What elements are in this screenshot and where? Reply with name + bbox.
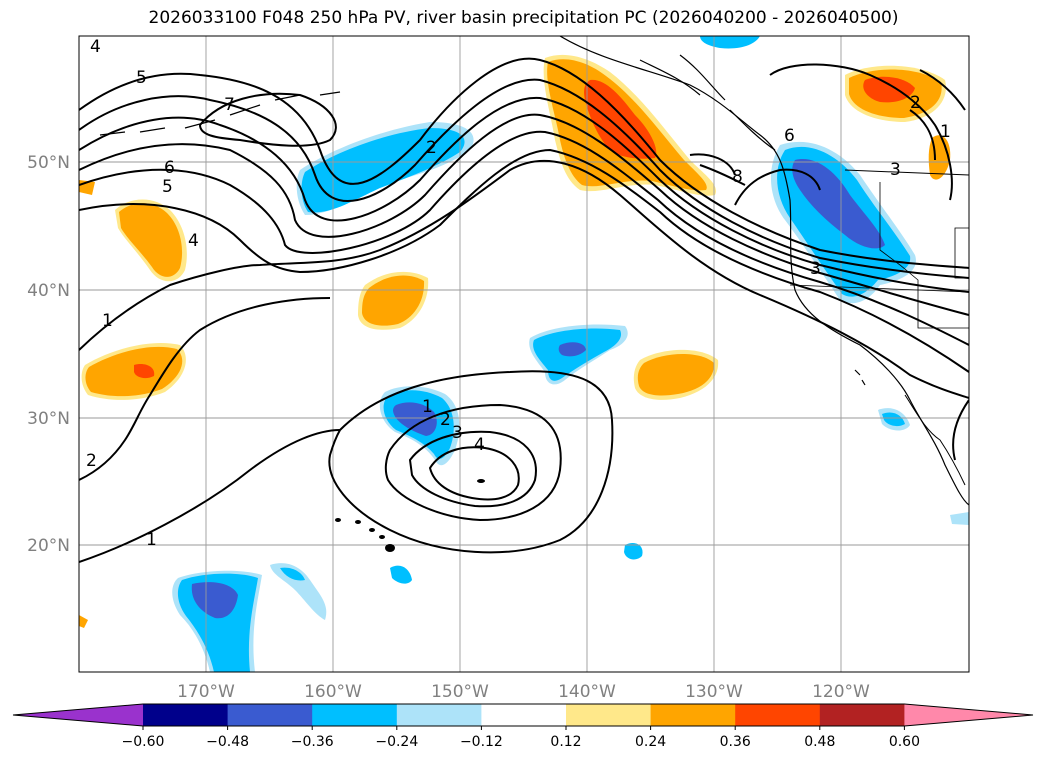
contour-labels: 4 5 7 6 5 4 1 2 1 2 6 8 3 2 1 3 1 2 3 4 — [86, 37, 951, 550]
colorbar: −0.60 −0.48 −0.36 −0.24 −0.12 0.12 0.24 0.36 0.4… — [12, 703, 1034, 750]
shade-neg-small3 — [624, 543, 643, 560]
contour-label: 4 — [188, 231, 199, 251]
colorbar-cell — [312, 704, 398, 726]
contour-label: 2 — [86, 451, 97, 471]
colorbar-cell — [650, 704, 736, 726]
contour-label: 1 — [940, 122, 951, 142]
lon-label-130w: 130°W — [685, 682, 743, 702]
map-background — [79, 36, 969, 672]
shade-neg-small1 — [270, 563, 327, 620]
contour-label: 3 — [890, 160, 901, 180]
contour-label: 4 — [90, 37, 101, 57]
lat-label-20n: 20°N — [27, 536, 70, 556]
contour-label: 1 — [422, 397, 433, 417]
colorbar-tick-label: −0.48 — [206, 734, 249, 750]
colorbar-cell — [481, 704, 567, 726]
shade-neg-small2 — [390, 565, 412, 584]
contour-label: 3 — [452, 423, 463, 443]
lon-label-140w: 140°W — [558, 682, 616, 702]
shade-neg-top — [700, 36, 760, 49]
contour-label: 6 — [164, 158, 175, 178]
colorbar-cell — [566, 704, 652, 726]
lat-labels: 50°N 40°N 30°N 20°N — [27, 153, 70, 556]
contour-label: 2 — [440, 410, 451, 430]
colorbar-tick-label: −0.36 — [291, 734, 334, 750]
colorbar-extend-min — [13, 704, 143, 726]
colorbar-tick-label: −0.24 — [375, 734, 418, 750]
lat-label-50n: 50°N — [27, 153, 70, 173]
colorbar-cell — [227, 704, 313, 726]
colorbar-tick-label: 0.24 — [635, 734, 666, 750]
lon-labels: 170°W 160°W 150°W 140°W 130°W 120°W — [177, 682, 870, 702]
contour-label: 8 — [732, 167, 743, 187]
colorbar-tick-label: 0.48 — [804, 734, 835, 750]
colorbar-tick-label: −0.60 — [122, 734, 165, 750]
colorbar-cell — [396, 704, 482, 726]
map-frame — [78, 35, 970, 673]
contour-label: 2 — [910, 93, 921, 113]
contour-label: 3 — [810, 259, 821, 279]
lat-label-30n: 30°N — [27, 409, 70, 429]
contour-label: 4 — [474, 435, 485, 455]
contour-label: 5 — [162, 177, 173, 197]
shade-neg-edge — [950, 512, 969, 525]
contour-label: 6 — [784, 126, 795, 146]
colorbar-tick-label: 0.12 — [550, 734, 581, 750]
contour-label: 1 — [146, 530, 157, 550]
contour-label: 2 — [426, 138, 437, 158]
colorbar-tick-label: 0.36 — [720, 734, 751, 750]
gridlines — [79, 36, 969, 672]
contour-label: 5 — [136, 68, 147, 88]
colorbar-tick-label: 0.60 — [889, 734, 920, 750]
shade-pos-edge2 — [79, 615, 88, 628]
contour-label: 1 — [102, 311, 113, 331]
colorbar-extend-max — [904, 704, 1033, 726]
lon-label-170w: 170°W — [177, 682, 235, 702]
colorbar-cell — [819, 704, 905, 726]
colorbar-cell — [735, 704, 821, 726]
pv-contours — [79, 57, 969, 563]
colorbar-cell — [143, 704, 229, 726]
hawaii-islands — [335, 479, 485, 552]
colorbar-tick-label: −0.12 — [460, 734, 503, 750]
lon-label-150w: 150°W — [431, 682, 489, 702]
lon-label-160w: 160°W — [304, 682, 362, 702]
lon-label-120w: 120°W — [812, 682, 870, 702]
map-title: 2026033100 F048 250 hPa PV, river basin … — [148, 8, 899, 28]
contour-label: 7 — [224, 95, 235, 115]
lat-label-40n: 40°N — [27, 281, 70, 301]
